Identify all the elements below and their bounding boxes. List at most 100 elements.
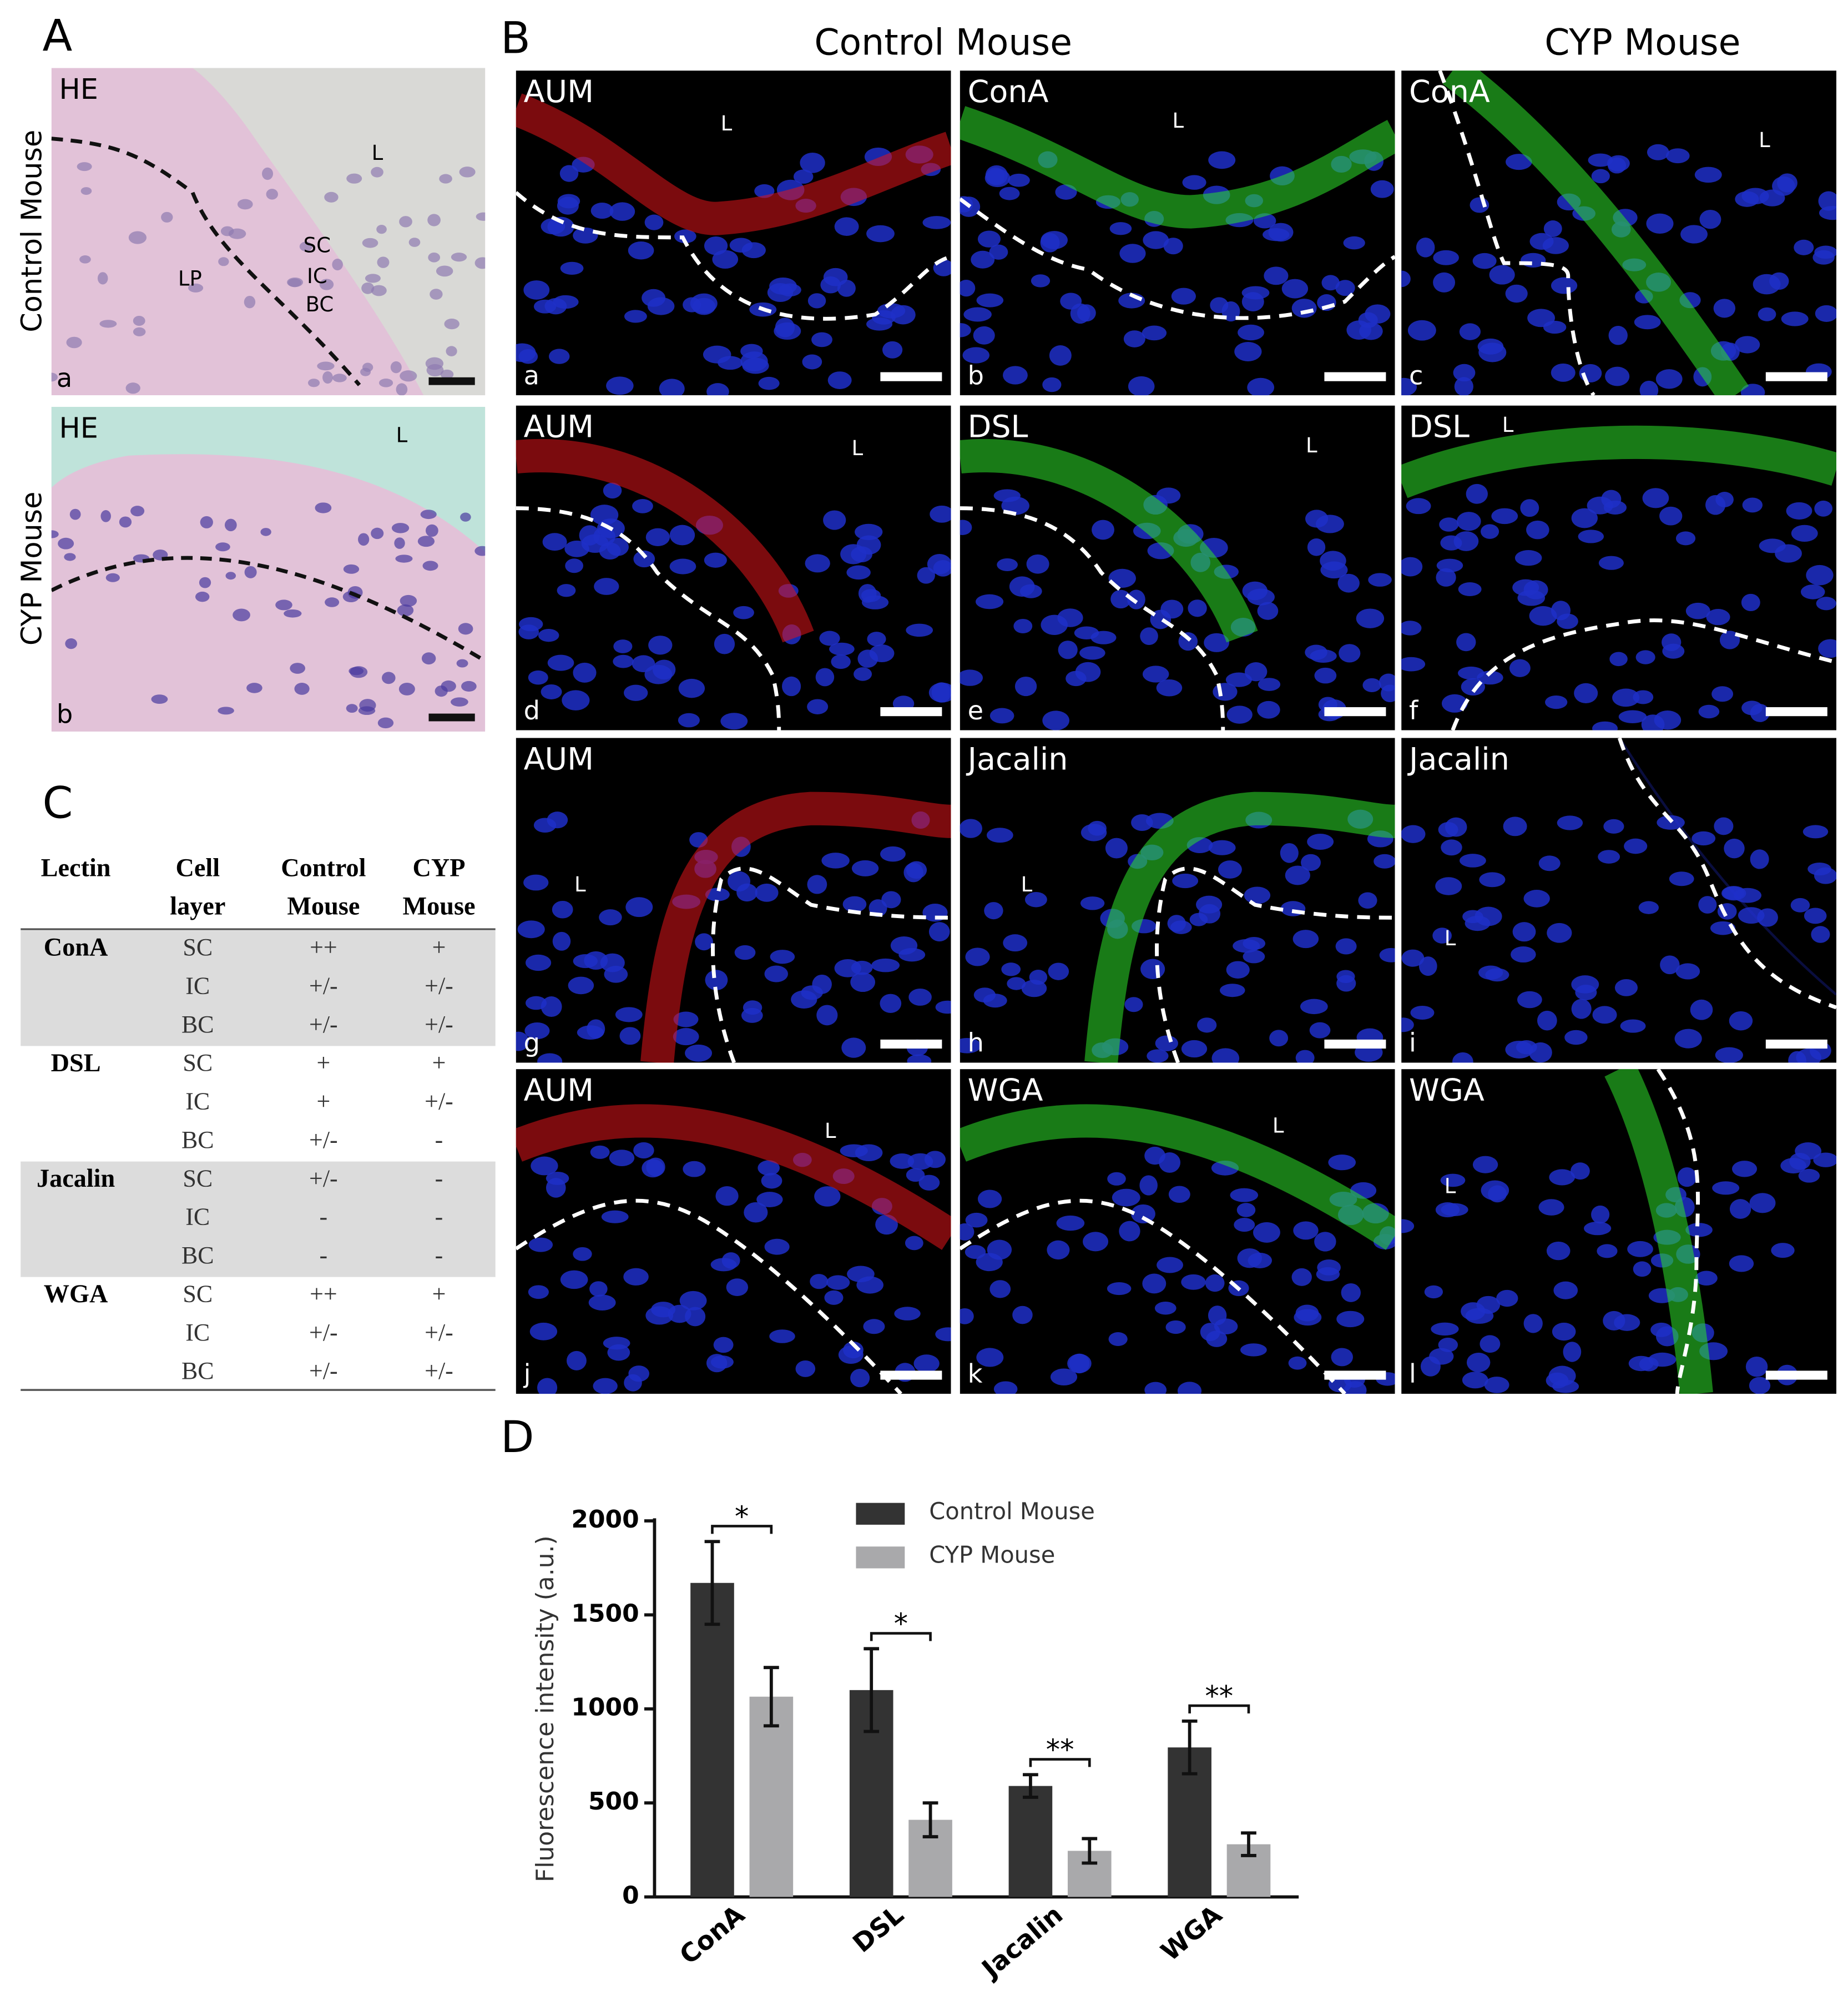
nucleus <box>1341 1283 1361 1302</box>
nucleus <box>805 554 830 573</box>
nucleus <box>1056 1215 1085 1231</box>
nucleus <box>1196 895 1223 914</box>
nucleus <box>960 1308 974 1324</box>
nucleus <box>1818 191 1836 211</box>
lectin-name: Jacalin <box>37 1165 115 1193</box>
nucleus <box>1269 1030 1289 1047</box>
stain-band <box>960 106 1395 229</box>
column-header: Control Mouse <box>814 22 1072 64</box>
fluorescence-image <box>960 70 1395 396</box>
nucleus <box>644 214 664 230</box>
basement-line <box>516 1198 902 1394</box>
nucleus <box>685 1307 706 1327</box>
table-cell: +/- <box>309 1126 338 1153</box>
table-cell: SC <box>183 934 213 961</box>
nucleus <box>358 706 376 715</box>
table-cell: - <box>435 1242 443 1269</box>
nucleus <box>436 265 453 277</box>
fluorescence-image <box>1401 70 1836 396</box>
fluorescence-image <box>516 405 951 730</box>
nucleus <box>1741 188 1769 204</box>
image-letter: e <box>968 695 983 725</box>
nucleus <box>528 1237 553 1252</box>
nucleus <box>1237 1248 1263 1268</box>
nucleus <box>1418 956 1437 976</box>
nucleus <box>1634 315 1661 330</box>
nucleus <box>566 1350 587 1370</box>
panel-letter: D <box>501 1412 534 1463</box>
nucleus <box>1592 1006 1617 1024</box>
nucleus <box>1512 922 1536 942</box>
nucleus <box>960 520 972 535</box>
nucleus <box>590 203 614 219</box>
nucleus <box>1620 1019 1646 1033</box>
nucleus <box>1460 854 1486 868</box>
scale-bar <box>880 707 942 717</box>
nucleus <box>553 295 579 309</box>
table-cell: +/- <box>425 1011 453 1038</box>
basement-line <box>51 556 486 663</box>
nucleus <box>756 1192 783 1207</box>
nucleus <box>977 230 1001 248</box>
row-label: CYP Mouse <box>15 492 48 646</box>
nucleus <box>782 676 801 697</box>
nucleus <box>426 524 438 537</box>
nucleus <box>343 564 360 574</box>
nucleus <box>1557 613 1578 629</box>
stain-band <box>1618 738 1836 996</box>
lumen-label: L <box>574 873 586 896</box>
nucleus <box>989 1280 1011 1298</box>
basement-line <box>516 506 781 730</box>
lumen-label: L <box>851 436 863 460</box>
nucleus <box>1506 154 1532 170</box>
nucleus <box>1588 153 1613 167</box>
y-tick-label: 1000 <box>571 1693 639 1722</box>
nucleus <box>1527 309 1555 327</box>
nucleus <box>322 371 333 384</box>
nucleus <box>428 253 441 263</box>
nucleus <box>1603 1311 1625 1331</box>
nucleus <box>1041 614 1068 635</box>
nucleus <box>1328 1154 1356 1171</box>
significance-label: * <box>894 1607 908 1640</box>
nucleus <box>399 216 412 228</box>
nucleus <box>1047 1240 1070 1260</box>
nucleus <box>734 945 756 960</box>
nucleus <box>262 167 274 180</box>
nucleus <box>1432 928 1452 944</box>
nucleus <box>993 1381 1018 1394</box>
nucleus <box>332 259 343 271</box>
nucleus <box>927 553 951 574</box>
nucleus <box>659 379 685 396</box>
nucleus <box>1511 946 1536 963</box>
table-header: Mouse <box>402 893 475 921</box>
nucleus <box>1003 934 1028 952</box>
bar <box>749 1696 794 1897</box>
fluorescence-image <box>516 70 951 396</box>
nucleus <box>1735 336 1760 354</box>
nucleus <box>715 1186 739 1206</box>
table-cell: +/- <box>425 1319 453 1346</box>
nucleus <box>1049 345 1072 366</box>
nucleus <box>1280 843 1299 863</box>
lumen-label: L <box>1759 128 1770 152</box>
nucleus <box>360 367 371 376</box>
nucleus <box>1165 1320 1186 1334</box>
nucleus <box>547 654 574 671</box>
nucleus <box>525 954 552 971</box>
table-cell: IC <box>185 972 210 999</box>
nucleus <box>1436 568 1456 587</box>
nucleus <box>1659 506 1683 526</box>
nucleus <box>1211 1048 1240 1063</box>
nucleus <box>1079 646 1105 660</box>
nucleus <box>1314 667 1337 684</box>
nucleus <box>1690 999 1713 1020</box>
scale-bar <box>880 372 942 381</box>
nucleus <box>517 920 545 939</box>
nucleus <box>1401 270 1411 288</box>
nucleus <box>1401 1017 1414 1032</box>
nucleus <box>1781 311 1809 326</box>
nucleus <box>422 561 438 571</box>
table-cell: ++ <box>310 1280 337 1307</box>
nucleus <box>524 1022 550 1040</box>
